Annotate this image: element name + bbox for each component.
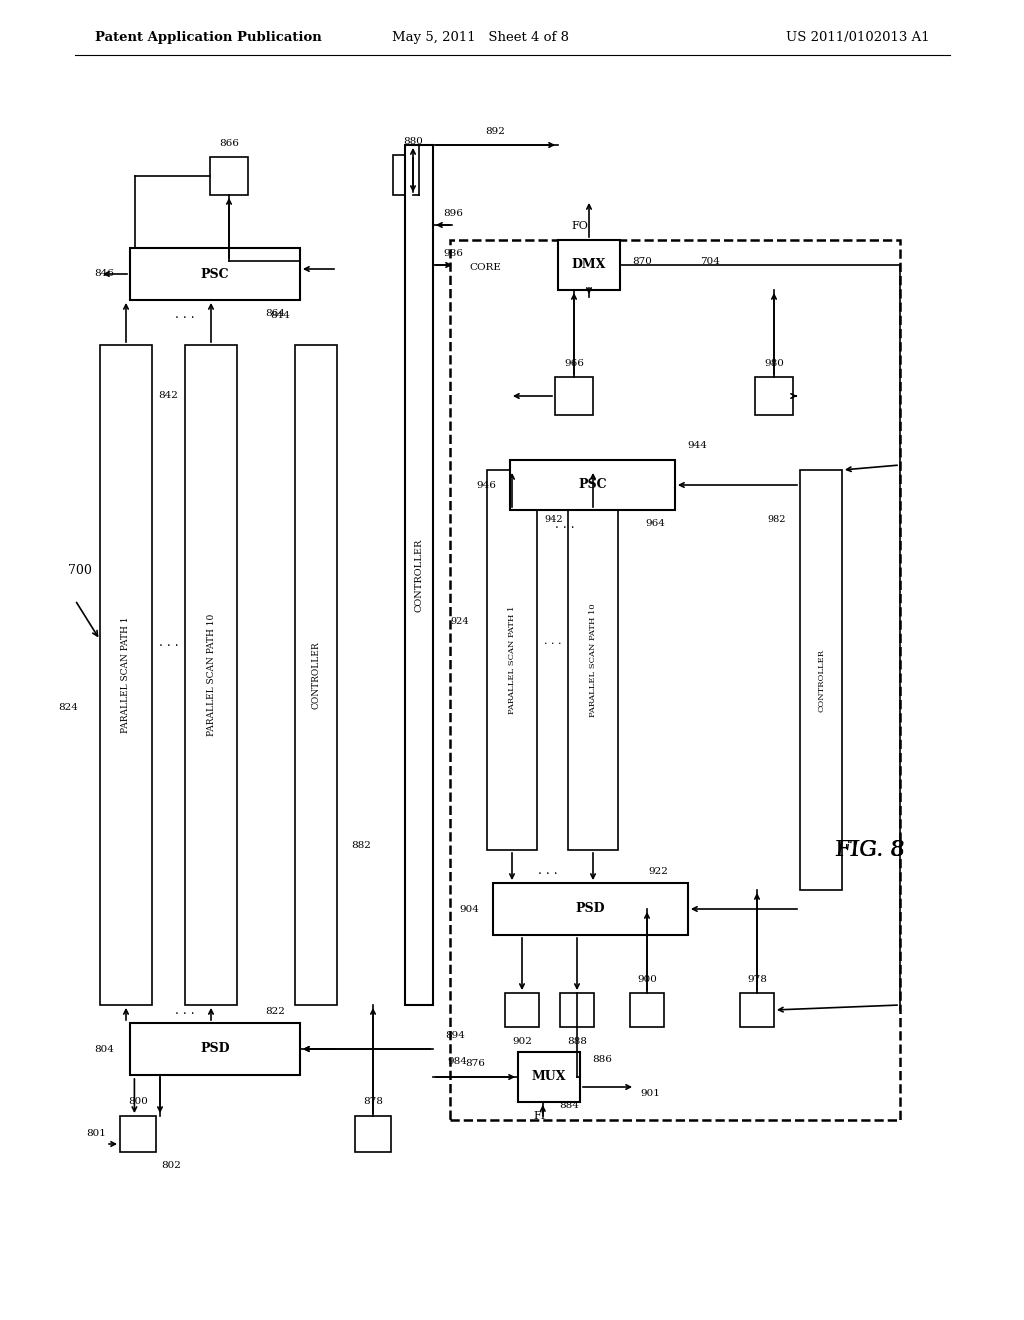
Bar <box>355 1115 391 1152</box>
Text: 884: 884 <box>559 1101 579 1110</box>
Text: 864: 864 <box>265 309 285 318</box>
Text: 800: 800 <box>128 1097 147 1106</box>
Bar <box>210 157 248 195</box>
Text: 924: 924 <box>451 618 469 627</box>
Text: 902: 902 <box>512 1036 531 1045</box>
Text: 900: 900 <box>637 974 657 983</box>
Bar <box>406 145 433 1005</box>
Bar <box>130 248 300 300</box>
Bar <box>800 470 842 890</box>
Text: CORE: CORE <box>469 264 501 272</box>
Text: CONTROLLER: CONTROLLER <box>817 648 825 711</box>
Text: 984: 984 <box>447 1056 467 1065</box>
Text: 982: 982 <box>768 516 786 524</box>
Bar <box>555 378 593 414</box>
Text: 886: 886 <box>592 1056 612 1064</box>
Text: . . .: . . . <box>175 308 195 321</box>
Text: 804: 804 <box>94 1044 114 1053</box>
Text: . . .: . . . <box>555 517 574 531</box>
Text: 904: 904 <box>459 904 479 913</box>
Text: CONTROLLER: CONTROLLER <box>415 539 424 611</box>
Text: PARALLEL SCAN PATH 1: PARALLEL SCAN PATH 1 <box>122 616 130 733</box>
Text: PSD: PSD <box>201 1043 229 1056</box>
Bar <box>487 470 537 850</box>
Text: . . .: . . . <box>175 1005 195 1018</box>
Text: PARALLEL SCAN PATH 1: PARALLEL SCAN PATH 1 <box>508 606 516 714</box>
Text: 894: 894 <box>445 1031 465 1040</box>
Text: 870: 870 <box>632 256 652 265</box>
Text: 892: 892 <box>485 127 506 136</box>
Text: 878: 878 <box>364 1097 383 1106</box>
Text: PARALLEL SCAN PATH 10: PARALLEL SCAN PATH 10 <box>589 603 597 717</box>
Bar <box>630 993 664 1027</box>
Bar <box>518 1052 580 1102</box>
Bar <box>740 993 774 1027</box>
Text: CONTROLLER: CONTROLLER <box>311 642 321 709</box>
Bar <box>450 240 900 1119</box>
Text: FIG. 8: FIG. 8 <box>836 840 905 861</box>
Text: 986: 986 <box>443 248 463 257</box>
Text: 824: 824 <box>58 704 78 713</box>
Text: 980: 980 <box>764 359 784 367</box>
Text: 946: 946 <box>476 480 496 490</box>
Text: FI: FI <box>534 1111 546 1121</box>
Text: 901: 901 <box>640 1089 659 1098</box>
Text: 801: 801 <box>86 1130 106 1138</box>
Text: 822: 822 <box>265 1006 285 1015</box>
Bar <box>568 470 618 850</box>
Bar <box>493 883 688 935</box>
Text: 964: 964 <box>645 520 665 528</box>
Text: . . .: . . . <box>539 865 558 878</box>
Text: 842: 842 <box>159 391 178 400</box>
Text: 888: 888 <box>567 1036 587 1045</box>
Text: FO: FO <box>571 220 589 231</box>
Text: . . .: . . . <box>544 636 561 645</box>
Bar <box>510 459 675 510</box>
Text: 922: 922 <box>648 866 668 875</box>
Text: May 5, 2011   Sheet 4 of 8: May 5, 2011 Sheet 4 of 8 <box>391 30 568 44</box>
Text: 704: 704 <box>700 256 720 265</box>
Bar <box>393 154 433 195</box>
Text: 978: 978 <box>748 974 767 983</box>
Bar <box>558 240 620 290</box>
Text: PSC: PSC <box>579 479 607 491</box>
Bar <box>560 993 594 1027</box>
Text: PSD: PSD <box>575 903 605 916</box>
Text: 882: 882 <box>351 841 371 850</box>
Text: 944: 944 <box>687 441 707 450</box>
Text: PSC: PSC <box>201 268 229 281</box>
Text: Patent Application Publication: Patent Application Publication <box>95 30 322 44</box>
Text: 942: 942 <box>545 516 563 524</box>
Text: 846: 846 <box>94 269 114 279</box>
Text: 802: 802 <box>161 1162 181 1171</box>
Bar <box>505 993 539 1027</box>
Text: PARALLEL SCAN PATH 10: PARALLEL SCAN PATH 10 <box>207 614 215 737</box>
Bar <box>185 345 237 1005</box>
Text: 880: 880 <box>403 136 423 145</box>
Text: DMX: DMX <box>571 259 606 272</box>
Text: 844: 844 <box>270 312 290 321</box>
Text: US 2011/0102013 A1: US 2011/0102013 A1 <box>786 30 930 44</box>
Bar <box>120 1115 156 1152</box>
Bar <box>755 378 793 414</box>
Text: FIG. 8: FIG. 8 <box>836 840 905 861</box>
Bar <box>130 1023 300 1074</box>
Text: 876: 876 <box>466 1059 485 1068</box>
Text: . . .: . . . <box>159 635 178 648</box>
Text: 700: 700 <box>68 564 92 577</box>
Bar <box>295 345 337 1005</box>
Text: 966: 966 <box>564 359 584 367</box>
Bar <box>100 345 152 1005</box>
Text: 896: 896 <box>443 209 463 218</box>
Text: 866: 866 <box>219 139 239 148</box>
Text: MUX: MUX <box>531 1071 566 1084</box>
